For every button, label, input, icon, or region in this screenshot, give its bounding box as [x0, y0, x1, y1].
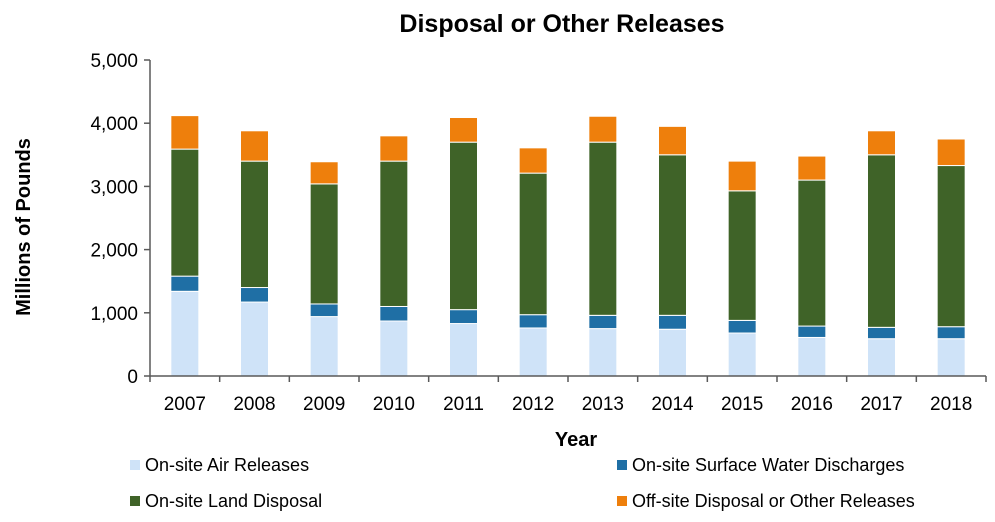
x-tick-label: 2012 [512, 394, 554, 415]
bar-segment [518, 314, 548, 329]
x-tick-label: 2008 [233, 394, 275, 415]
bar-segment [240, 130, 269, 162]
y-tick-label: 4,000 [90, 114, 138, 135]
legend-item: On-site Land Disposal [130, 491, 322, 511]
bar-segment [797, 336, 827, 377]
bar-segment [518, 147, 548, 174]
bar-segment [658, 154, 687, 316]
bar-segment [936, 138, 966, 167]
y-tick-label: 2,000 [90, 241, 138, 262]
bar-segment [727, 160, 757, 192]
x-axis-title: Year [555, 429, 597, 451]
bar-segment [449, 117, 478, 143]
x-tick-label: 2007 [164, 394, 206, 415]
y-axis-title: Millions of Pounds [13, 138, 35, 316]
legend-item: Off-site Disposal or Other Releases [617, 491, 915, 511]
legend-label: Off-site Disposal or Other Releases [632, 491, 915, 511]
bar-segment [867, 154, 896, 328]
bar-segment [867, 130, 896, 156]
legend-swatch [617, 460, 627, 470]
bar-segment [449, 141, 478, 311]
x-tick-label: 2009 [303, 394, 345, 415]
bar-segment [588, 141, 618, 316]
bar-segment [170, 115, 200, 150]
bar-segment [379, 135, 409, 162]
bar-segment [588, 314, 618, 330]
bar-segment [588, 115, 618, 143]
legend-swatch [617, 496, 627, 506]
legend-swatch [130, 496, 140, 506]
bar-segment [240, 160, 269, 289]
y-tick-label: 3,000 [90, 177, 138, 198]
bar-segment [936, 326, 966, 340]
y-tick-label: 5,000 [90, 51, 138, 72]
bar-segment [797, 325, 827, 338]
bar-segment [449, 309, 478, 325]
legend: On-site Air Releases On-site Surface Wate… [130, 455, 915, 511]
bar-segment [936, 338, 966, 377]
bar-segment [936, 165, 966, 328]
legend-swatch [130, 460, 140, 470]
legend-label: On-site Land Disposal [145, 491, 322, 511]
x-tick-label: 2017 [860, 394, 902, 415]
bar-segment [170, 148, 200, 277]
bar-segment [867, 326, 896, 340]
bar-segment [727, 190, 757, 321]
y-tick-label: 0 [127, 367, 138, 388]
legend-item: On-site Air Releases [130, 455, 309, 475]
bar-segment [867, 338, 896, 377]
x-tick-label: 2013 [582, 394, 624, 415]
bar-segment [240, 287, 269, 303]
x-tick-label: 2015 [721, 394, 763, 415]
bar-segment [797, 179, 827, 327]
y-tick-label: 1,000 [90, 304, 138, 325]
legend-label: On-site Air Releases [145, 455, 309, 475]
bar-segment [379, 305, 409, 322]
chart-title: Disposal or Other Releases [399, 10, 724, 38]
bars-layer [170, 115, 966, 377]
bar-segment [170, 275, 200, 292]
bar-segment [588, 328, 618, 377]
x-tick-label: 2016 [791, 394, 833, 415]
bar-segment [658, 314, 687, 330]
x-tick-label: 2014 [651, 394, 694, 415]
bar-segment [309, 161, 339, 185]
legend-item: On-site Surface Water Discharges [617, 455, 904, 475]
bar-segment [797, 155, 827, 181]
x-tick-label: 2011 [443, 394, 484, 415]
legend-label: On-site Surface Water Discharges [632, 455, 904, 475]
bar-segment [170, 290, 200, 377]
bar-segment [309, 183, 339, 305]
x-tick-label: 2018 [930, 394, 972, 415]
bar-segment [309, 303, 339, 318]
bar-segment [449, 323, 478, 377]
bar-segment [727, 319, 757, 334]
bar-segment [727, 332, 757, 377]
bar-segment [240, 301, 269, 377]
bar-segment [309, 316, 339, 377]
bar-segment [379, 320, 409, 377]
bar-segment [518, 327, 548, 377]
axes-layer: 0 1,000 2,000 3,000 4,000 5,000 2007 2008 2009 20… [90, 51, 987, 415]
x-tick-label: 2010 [373, 394, 415, 415]
bar-segment [379, 160, 409, 307]
bar-segment [658, 328, 687, 377]
bar-segment [658, 125, 687, 156]
bar-segment [518, 172, 548, 316]
